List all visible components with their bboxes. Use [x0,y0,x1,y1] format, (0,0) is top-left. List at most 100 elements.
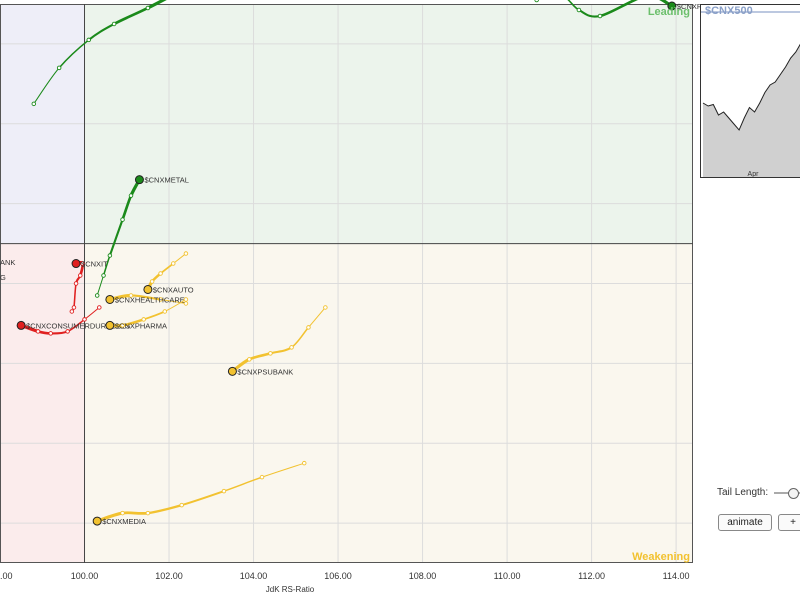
series-point [65,329,70,334]
series-tail-segment [108,218,124,257]
quadrant-lagging [0,243,85,564]
series-tail-segment [33,67,60,105]
series-tail-segment [58,39,90,69]
series-cnxpharma: $CNXPHARMA [105,297,189,330]
x-tick-label: .00 [0,571,13,581]
series-point [73,281,79,286]
series-point [48,331,53,336]
series-point [158,271,163,276]
series-head-point [105,320,115,330]
series-label: $CNXAUTO [153,285,194,294]
series-point [162,309,168,314]
x-tick-label: 102.00 [155,571,183,581]
series-tail-segment [261,462,305,478]
series-cnxpsubank: $CNXPSUBANK [227,305,328,376]
series-point [289,345,294,350]
chart-series: $CNXOILGAS $CNXREALTY $CNXMETAL $CNXIT $CNXC… [0,0,700,526]
x-tick-label: 110.00 [494,571,521,581]
series-cnxconsumerdurables: $CNXCONSUMERDURABLES [16,305,130,336]
series-point [179,502,184,508]
series-label: $CNXPHARMA [115,321,167,330]
quadrant-label-leading: Leading [648,6,690,18]
x-tick-label: 104.00 [240,571,268,581]
series-head-point [71,259,81,269]
series-point [170,261,176,266]
series-point [183,251,189,256]
series-point [597,13,603,19]
x-tick-label: 106.00 [324,571,352,581]
series-point [306,325,311,330]
series-tail-segment [598,0,639,18]
series-tail-segment [87,22,116,41]
x-tick-label: 112.00 [578,571,605,581]
series-point [247,357,252,362]
rrg-chart: 100.00 102.00 104.00 106.00 108.00 110.00 112.… [0,0,700,594]
series-point [576,7,582,13]
series-cnxoilgas: $CNXOILGAS [31,0,167,107]
series-head-point [105,294,115,304]
slider-track [774,491,800,494]
series-point [145,510,151,516]
benchmark-title: $CNX500 [705,5,753,17]
series-point [158,297,163,302]
series-tail-segment [146,503,183,515]
x-tick-label: 114.00 [663,571,690,581]
series-head-point [134,175,144,185]
series-point [80,261,85,266]
series-point [101,273,106,278]
animate-button[interactable]: animate [718,514,772,531]
series-label-partial: ANK [0,258,15,267]
series-point [86,37,91,43]
series-point [141,317,146,322]
series-point [221,488,227,494]
series-head-point [92,516,102,526]
series-point [31,101,37,107]
series-point [149,279,155,284]
series-tail-segment [121,511,150,515]
tail-length-control: Tail Length: [717,487,800,499]
series-label: $CNXMETAL [144,176,188,185]
benchmark-mini-chart: Apr $CNX500 [700,4,800,178]
slider-knob[interactable] [788,487,800,499]
series-cnxhealthcare: $CNXHEALTHCARE [105,293,189,306]
series-tail-segment [146,0,167,10]
series-label: $CNXHEALTHCARE [115,295,185,304]
series-point [56,65,62,71]
mini-chart-x-label: Apr [748,171,760,177]
series-head-point [667,1,677,11]
series-tail-segment [180,490,225,507]
x-tick-label: 108.00 [409,571,437,581]
series-cnxmetal: $CNXMETAL [94,175,189,298]
tail-length-slider[interactable] [774,487,800,499]
series-point [71,305,77,310]
x-axis-label: JdK RS-Ratio [266,585,315,594]
plot-frame [0,4,693,563]
series-label: $CNXREALTY [677,2,700,11]
series-tail-segment [112,6,150,26]
series-label-partial: G [0,273,6,282]
series-cnxauto: $CNXAUTO [143,251,194,294]
series-point [183,297,189,302]
series-head-point [143,284,153,294]
quadrant-label-weakening: Weakening [632,551,690,563]
tail-length-label: Tail Length: [717,487,769,498]
series-point [259,474,265,480]
series-label: $CNXCONSUMERDURABLES [26,321,130,330]
series-point [145,5,151,11]
series-head-point [227,366,237,376]
series-point [82,317,87,322]
series-point [111,21,117,27]
mini-chart-line [702,43,800,131]
series-head-point [16,320,26,330]
series-point [94,293,100,298]
series-point [120,217,125,222]
series-cnxit: $CNXIT [69,259,108,314]
series-cnxmedia: $CNXMEDIA [92,460,307,526]
series-point [78,273,83,278]
plus-button[interactable]: + [778,514,800,531]
series-point [120,323,125,328]
series-point [323,305,328,310]
series-point [268,351,273,356]
series-point [120,510,125,516]
series-cnxrealty: $CNXREALTY [534,0,700,19]
